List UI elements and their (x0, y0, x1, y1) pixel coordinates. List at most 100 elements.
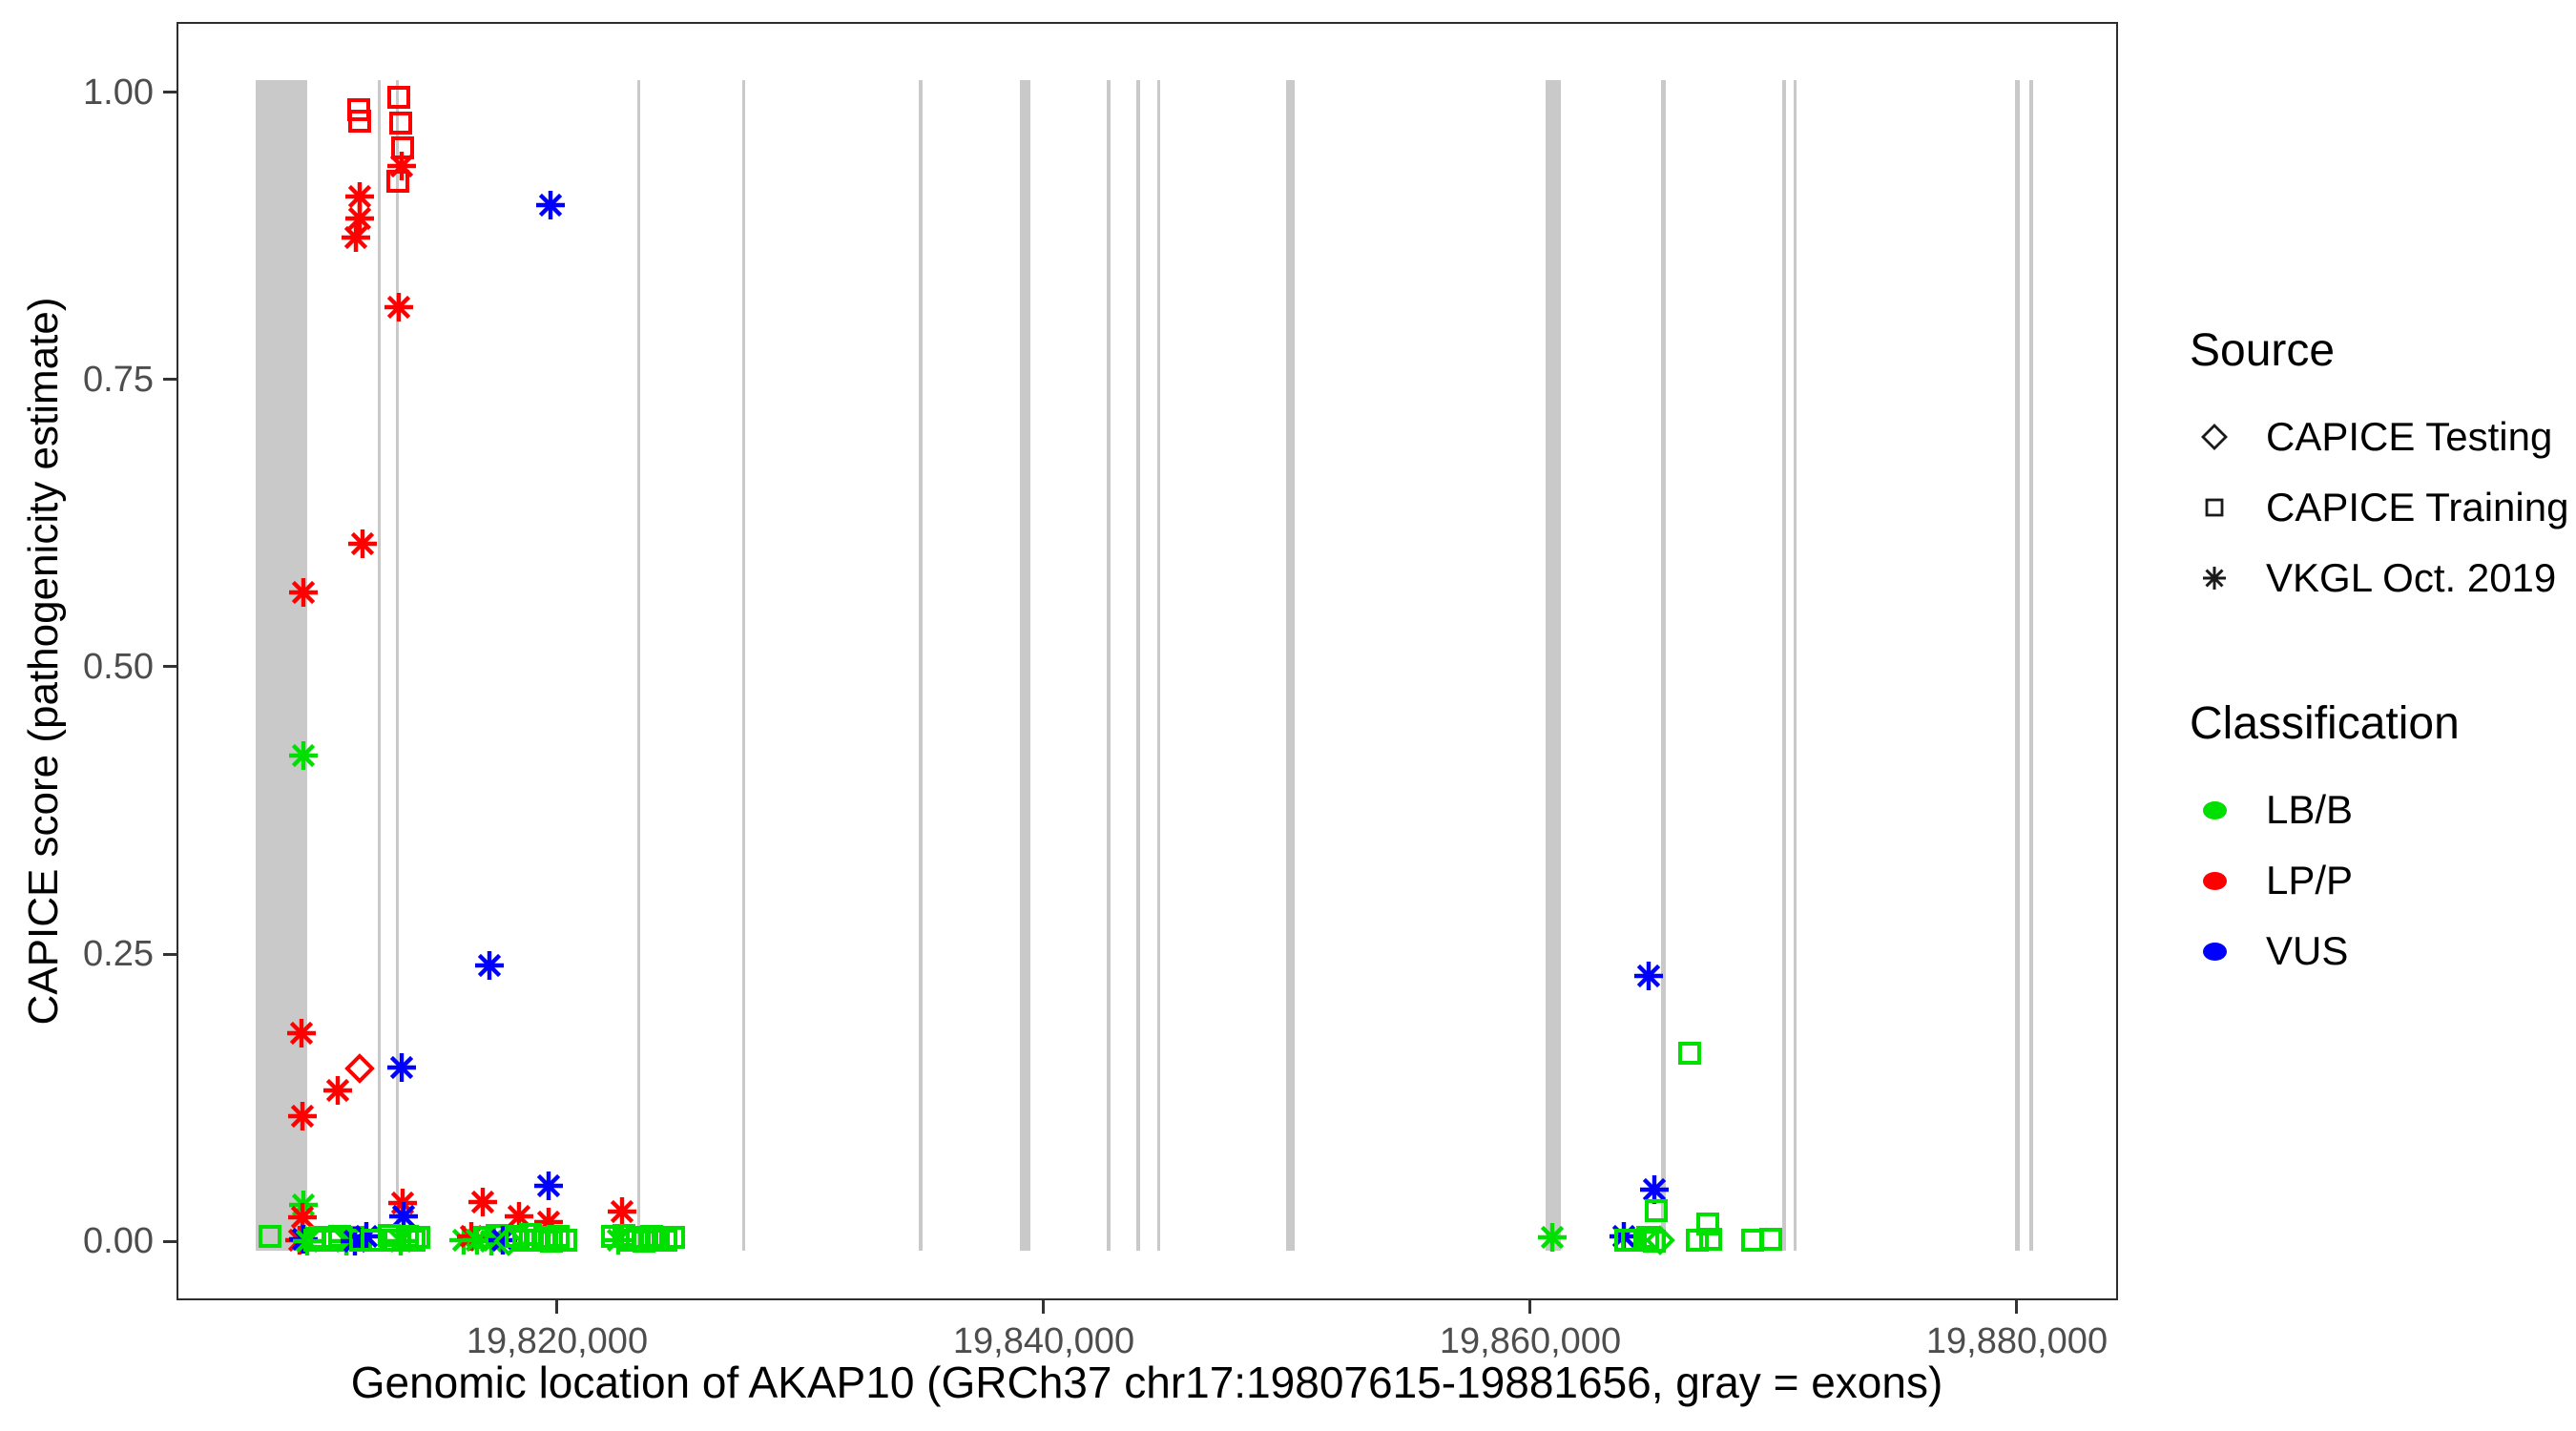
data-point (321, 1073, 355, 1112)
square-icon (2190, 483, 2239, 532)
legend-item-vus: VUS (2190, 916, 2571, 986)
data-point (531, 1169, 566, 1208)
x-tick-label: 19,860,000 (1439, 1321, 1622, 1361)
lpp-dot-icon (2190, 856, 2239, 905)
data-point (1693, 1222, 1728, 1261)
x-tick-label: 19,840,000 (952, 1321, 1135, 1361)
data-point (620, 1220, 654, 1259)
data-point (381, 164, 415, 203)
data-point (605, 1194, 639, 1234)
data-point (384, 1050, 419, 1089)
data-point (343, 104, 377, 143)
data-point (342, 93, 376, 132)
legend-source-title: Source (2190, 325, 2336, 376)
y-tick-mark (163, 378, 177, 382)
data-point (491, 1224, 526, 1263)
legend-label: CAPICE Training (2266, 485, 2569, 529)
y-tick-label: 0.50 (83, 646, 154, 687)
data-point (1637, 1172, 1672, 1212)
data-point (402, 1220, 436, 1259)
y-tick-label: 0.75 (83, 359, 154, 400)
data-point (1631, 1220, 1665, 1259)
legend-label: LB/B (2266, 787, 2354, 832)
y-tick-mark (163, 1239, 177, 1243)
exon-band (1781, 80, 1786, 1252)
legend-item-capice-testing: CAPICE Testing (2190, 402, 2571, 472)
legend-label: CAPICE Testing (2266, 414, 2553, 459)
exon-band (1285, 80, 1296, 1252)
data-point (286, 575, 321, 614)
exon-band (636, 80, 640, 1252)
y-tick-label: 0.25 (83, 934, 154, 975)
data-point (384, 106, 418, 145)
plot-panel-border (177, 22, 2118, 1300)
data-point (513, 1217, 548, 1256)
asterisk-icon (2190, 553, 2239, 603)
x-tick-mark (2015, 1300, 2019, 1314)
data-point (472, 948, 507, 987)
legend-item-capice-training: CAPICE Training (2190, 472, 2571, 543)
exon-band (1020, 80, 1030, 1252)
data-point (285, 1099, 320, 1138)
exon-band (1107, 80, 1111, 1252)
data-point (1631, 959, 1666, 998)
lbb-dot-icon (2190, 785, 2239, 835)
data-point (382, 80, 416, 119)
data-point (549, 1223, 583, 1262)
y-tick-mark (163, 952, 177, 956)
exon-band (742, 80, 746, 1252)
data-point (397, 1223, 431, 1262)
data-point (345, 527, 380, 566)
data-point (466, 1185, 500, 1224)
x-axis-title: Genomic location of AKAP10 (GRCh37 chr17… (350, 1358, 1943, 1407)
exon-band (256, 80, 308, 1252)
exon-band (2014, 80, 2021, 1252)
y-tick-mark (163, 91, 177, 94)
legend: Source CAPICE Testing CAPICE Training (2190, 324, 2571, 986)
data-point (1639, 1193, 1673, 1233)
exon-band (378, 80, 382, 1252)
data-point (656, 1220, 691, 1259)
x-tick-label: 19,880,000 (1925, 1321, 2109, 1361)
y-tick-mark (163, 665, 177, 669)
exon-band (2029, 80, 2034, 1252)
x-tick-label: 19,820,000 (466, 1321, 649, 1361)
legend-classification-title: Classification (2190, 698, 2460, 749)
data-point (284, 1016, 319, 1055)
exon-band (1546, 80, 1561, 1252)
legend-label: LP/P (2266, 858, 2354, 902)
data-point (286, 738, 321, 778)
data-point (339, 220, 373, 259)
exon-band (1660, 80, 1667, 1252)
y-tick-label: 0.00 (83, 1221, 154, 1262)
data-point (343, 179, 377, 218)
data-point (343, 1051, 377, 1090)
exon-band (1794, 80, 1797, 1252)
data-point (253, 1219, 287, 1258)
data-point (649, 1223, 683, 1262)
x-tick-mark (1042, 1300, 1046, 1314)
data-point (343, 201, 377, 240)
y-axis-title: CAPICE score (pathogenicity estimate) (20, 297, 67, 1026)
data-point (1680, 1223, 1714, 1262)
data-point (382, 290, 416, 329)
data-point (1615, 1223, 1650, 1262)
legend-label: VUS (2266, 928, 2349, 973)
data-point (390, 1219, 425, 1258)
data-point (1754, 1222, 1788, 1261)
data-point (1672, 1036, 1707, 1075)
y-tick-label: 1.00 (83, 72, 154, 113)
vus-dot-icon (2190, 926, 2239, 976)
legend-item-vkgl: VKGL Oct. 2019 (2190, 543, 2571, 613)
legend-item-lbb: LB/B (2190, 775, 2571, 845)
exon-band (1157, 80, 1161, 1252)
legend-item-lpp: LP/P (2190, 845, 2571, 916)
exon-band (1135, 80, 1140, 1252)
exon-band (918, 80, 923, 1252)
x-tick-mark (1528, 1300, 1532, 1314)
legend-label: VKGL Oct. 2019 (2266, 555, 2557, 600)
data-point (533, 188, 568, 227)
data-point (634, 1219, 669, 1258)
data-point (534, 1224, 569, 1263)
